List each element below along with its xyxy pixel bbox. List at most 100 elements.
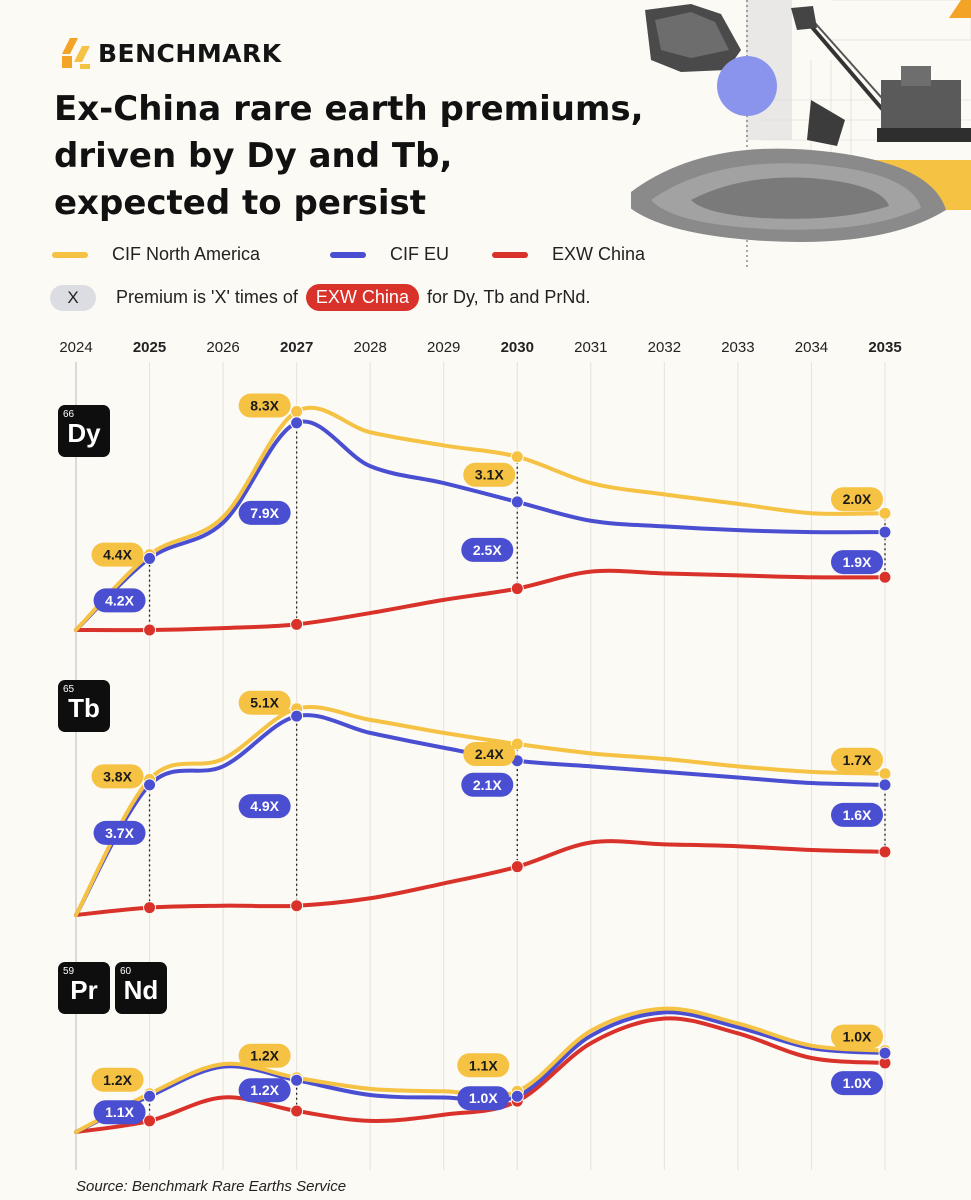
premium-label-north-america-bg (238, 393, 291, 418)
element-symbol: Nd (123, 975, 159, 1005)
premium-label-eu: 4.9X (250, 798, 279, 814)
data-point-china (510, 582, 524, 596)
premium-label-north-america: 1.2X (103, 1072, 132, 1088)
series-line-china (74, 839, 887, 917)
premium-label-north-america: 3.8X (103, 768, 132, 784)
data-point-eu (143, 1089, 157, 1103)
excavator (791, 6, 971, 146)
series-line-north-america (74, 705, 887, 917)
x-tick-label: 2025 (133, 339, 166, 356)
premium-label-north-america-bg (91, 542, 144, 567)
premium-label-north-america: 3.1X (475, 467, 504, 483)
x-tick-label: 2026 (206, 339, 239, 356)
data-point-china (510, 860, 524, 874)
data-point-eu (510, 495, 524, 509)
premium-label-eu-bg (461, 537, 514, 562)
premium-label-eu: 1.0X (843, 1075, 872, 1091)
data-point-eu (290, 1073, 304, 1087)
data-point-china (143, 623, 157, 637)
note-suffix: for Dy, Tb and PrNd. (426, 287, 591, 307)
series-line-north-america (74, 405, 887, 632)
premium-label-north-america-bg (831, 1024, 883, 1049)
mining-illustration (631, 0, 971, 270)
atomic-number: 66 (63, 409, 75, 420)
data-point-north-america (510, 450, 524, 464)
x-tick-label: 2029 (427, 339, 460, 356)
premium-label-eu: 1.9X (843, 554, 872, 570)
data-point-eu (878, 778, 892, 792)
element-badge-nd: 60 Nd (115, 962, 167, 1014)
premium-label-eu: 1.6X (843, 807, 872, 823)
data-point-eu (290, 416, 304, 430)
data-point-china (878, 845, 892, 859)
premium-label-eu: 2.1X (473, 777, 502, 793)
premium-label-eu-bg (238, 500, 291, 525)
legend-swatch (492, 251, 528, 258)
source-note: Source: Benchmark Rare Earths Service (76, 1178, 347, 1195)
premium-label-north-america-bg (238, 690, 291, 715)
premium-label-north-america: 1.1X (469, 1057, 498, 1073)
legend-label: EXW China (552, 244, 646, 264)
legend-label: CIF EU (390, 244, 450, 264)
premium-label-north-america: 8.3X (250, 398, 279, 414)
element-symbol: Dy (67, 418, 101, 448)
element-badge-dy: 66 Dy (58, 405, 110, 457)
data-point-china (290, 617, 304, 631)
legend-item-north-america: CIF North America (52, 244, 260, 265)
legend-item-eu: CIF EU (330, 244, 449, 265)
note-highlight: EXW China (305, 284, 419, 311)
premium-label-north-america: 2.4X (475, 746, 504, 762)
premium-label-north-america-bg (463, 462, 516, 487)
blue-circle (717, 56, 777, 116)
x-tick-label: 2032 (648, 339, 681, 356)
data-point-eu (143, 551, 157, 565)
legend-label: CIF North America (112, 244, 261, 264)
atomic-number: 59 (63, 966, 75, 977)
x-tick-label: 2031 (574, 339, 607, 356)
brand-logo: BENCHMARK (58, 34, 282, 72)
data-point-eu (290, 709, 304, 723)
x-tick-label: 2028 (353, 339, 386, 356)
data-point-north-america (510, 737, 524, 751)
premium-label-eu-bg (831, 1071, 883, 1096)
premium-label-north-america: 4.4X (103, 547, 132, 563)
series-line-china (74, 1016, 887, 1134)
data-point-china (290, 1104, 304, 1118)
premium-label-eu-bg (238, 1078, 291, 1103)
series-line-eu (74, 419, 887, 632)
premium-label-eu: 7.9X (250, 505, 279, 521)
chart-legend: CIF North America CIF EU EXW China (0, 244, 700, 270)
premium-label-eu-bg (461, 772, 514, 797)
legend-swatch (52, 251, 88, 258)
premium-label-north-america-bg (238, 1043, 291, 1068)
data-point-china (143, 901, 157, 915)
premium-label-eu-bg (457, 1086, 510, 1111)
x-tick-label: 2033 (721, 339, 754, 356)
premium-label-north-america: 1.7X (843, 752, 872, 768)
premium-label-eu: 4.2X (105, 592, 134, 608)
element-badge-pr: 59 Pr (58, 962, 110, 1014)
premium-label-eu-bg (238, 794, 291, 819)
x-tick-label: 2030 (501, 339, 534, 356)
brand-name: BENCHMARK (98, 38, 282, 68)
note-prefix: Premium is 'X' times of (116, 287, 298, 307)
premium-label-eu: 2.5X (473, 542, 502, 558)
series-line-eu (74, 713, 887, 917)
premium-label-eu: 1.2X (250, 1082, 279, 1098)
data-point-north-america (878, 506, 892, 520)
element-symbol: Pr (70, 975, 98, 1005)
title-line: expected to persist (54, 183, 427, 223)
data-point-north-america (878, 767, 892, 781)
orange-corner (949, 0, 971, 18)
premium-label-north-america: 1.0X (843, 1029, 872, 1045)
data-point-china (290, 899, 304, 913)
x-tick-label: 2024 (59, 339, 92, 356)
premium-label-eu-bg (831, 550, 883, 575)
premium-label-eu-bg (93, 588, 146, 613)
premium-label-north-america-bg (91, 764, 144, 789)
premium-label-eu: 1.1X (105, 1104, 134, 1120)
legend-swatch (330, 251, 366, 258)
data-point-eu (878, 525, 892, 539)
